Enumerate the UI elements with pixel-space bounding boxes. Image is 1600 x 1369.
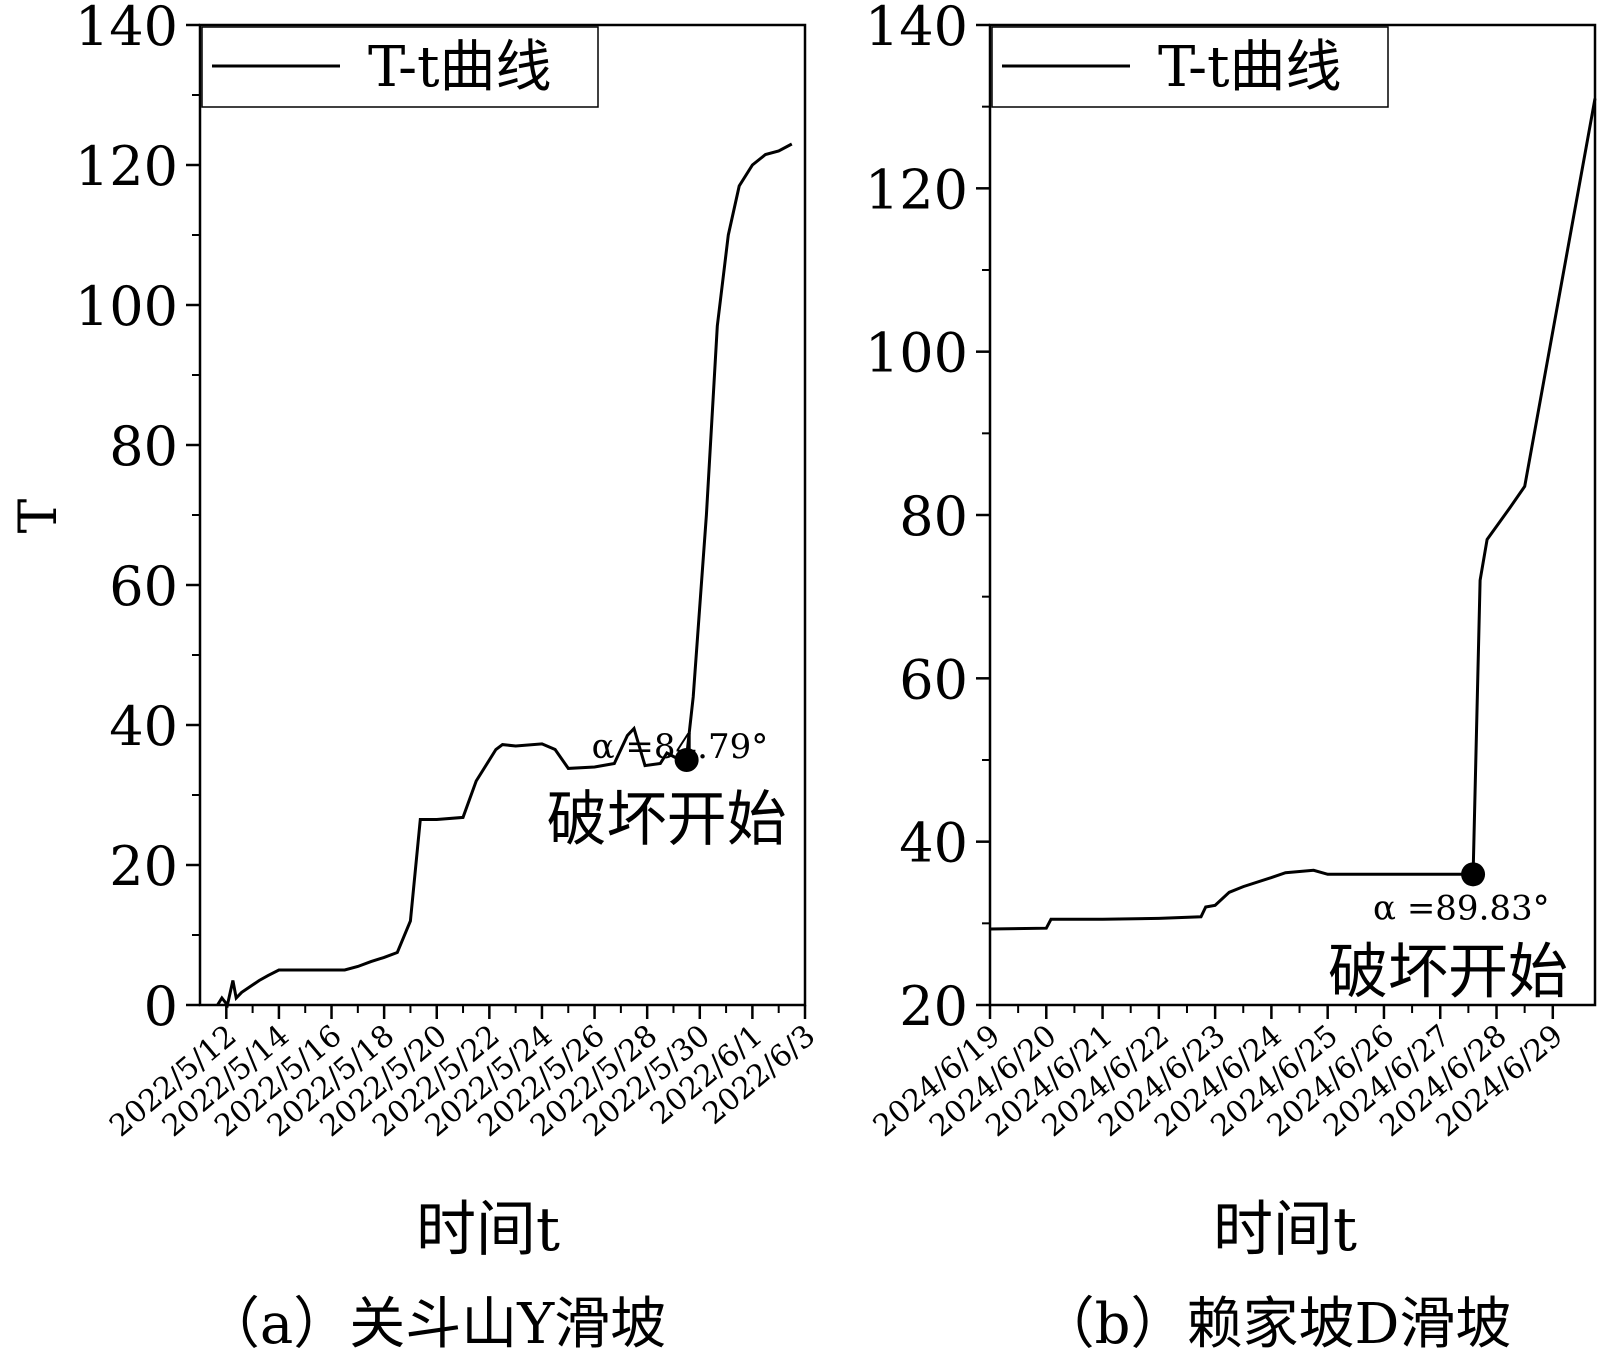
y-tick-label-a-140: 140 [75,0,178,58]
x-axis-title-b: 时间t [1213,1195,1357,1265]
y-tick-label-a-0: 0 [144,975,178,1038]
caption-a: （a）关斗山Y滑坡 [204,1292,666,1357]
plot-area-a [198,23,807,1007]
y-tick-label-b-60: 60 [899,648,968,711]
legend-label-b: T-t曲线 [1158,35,1342,100]
failure-start-marker-a [674,748,699,772]
angle-label-a: α =84.79° [592,727,769,767]
y-tick-label-a-60: 60 [109,555,178,618]
y-tick-label-b-100: 100 [865,322,968,385]
legend-label-a: T-t曲线 [368,35,552,100]
y-tick-label-a-20: 20 [109,835,178,898]
y-tick-label-b-140: 140 [865,0,968,58]
y-tick-label-b-80: 80 [899,485,968,548]
y-tick-label-b-40: 40 [899,812,968,875]
y-tick-label-a-40: 40 [109,695,178,758]
x-axis-title-a: 时间t [416,1195,560,1265]
legend-b: T-t曲线 [991,26,1389,108]
failure-start-text-a: 破坏开始 [547,785,787,855]
y-tick-label-a-120: 120 [75,135,178,198]
y-axis-title-a: T [9,498,69,533]
y-tick-label-a-80: 80 [109,415,178,478]
failure-start-text-b: 破坏开始 [1328,937,1568,1007]
failure-start-marker-b [1461,862,1486,887]
y-tick-label-b-20: 20 [899,975,968,1038]
y-tick-label-a-100: 100 [75,275,178,338]
series-line-t-t-curve-b [989,98,1597,931]
legend-a: T-t曲线 [201,26,599,108]
caption-b: （b）赖家坡D滑坡 [1039,1292,1512,1357]
series-line-t-t-curve-a [216,142,793,1009]
angle-label-b: α =89.83° [1373,888,1550,928]
y-tick-label-b-120: 120 [865,158,968,221]
